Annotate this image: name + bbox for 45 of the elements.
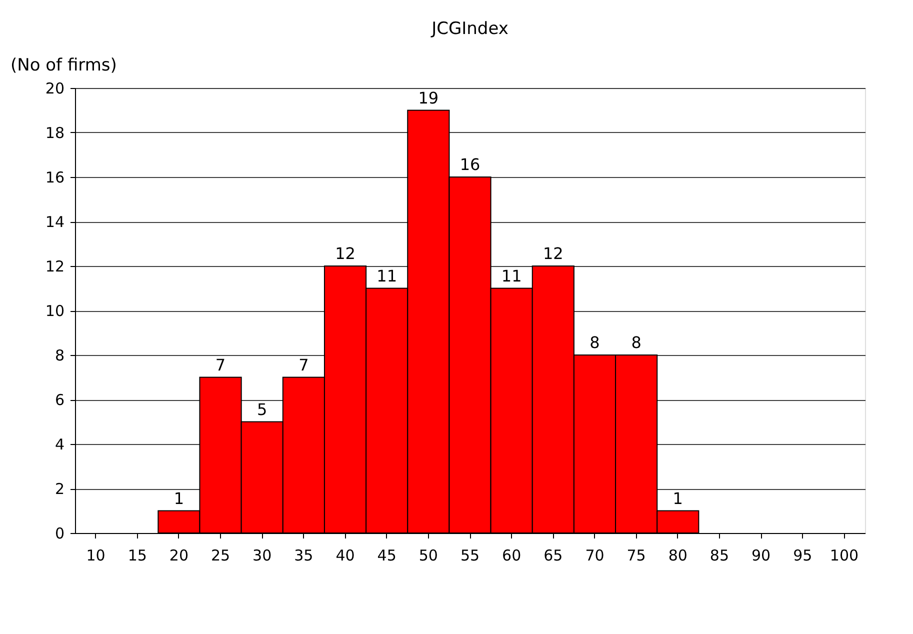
x-tick-label: 100 [830, 546, 859, 564]
y-tick-label: 16 [45, 168, 64, 186]
x-tick-label: 50 [418, 546, 438, 564]
x-tick-label: 70 [585, 546, 604, 564]
y-tick-label: 8 [54, 346, 64, 364]
x-tick-label: 85 [710, 546, 730, 564]
data-label: 1 [174, 488, 184, 508]
data-label: 5 [257, 400, 268, 419]
y-tick-label: 10 [45, 302, 64, 320]
x-tick-label: 20 [169, 546, 188, 564]
x-tick-label: 30 [252, 546, 272, 564]
data-label: 11 [501, 266, 522, 286]
y-axis-title: (No of firms) [10, 56, 117, 76]
y-tick-label: 18 [45, 124, 64, 142]
data-label: 7 [298, 355, 309, 374]
x-tick-label: 65 [544, 546, 563, 564]
x-tick-label: 60 [502, 546, 522, 564]
y-tick-label: 14 [45, 213, 64, 231]
x-tick-label: 95 [793, 546, 812, 564]
x-tick-label: 35 [294, 546, 314, 564]
data-label: 19 [418, 88, 439, 108]
chart-title: JCGIndex [430, 19, 508, 39]
x-tick-label: 10 [86, 546, 106, 564]
y-tick-label: 4 [54, 436, 64, 454]
data-label: 8 [631, 333, 642, 352]
data-label: 16 [460, 155, 480, 174]
x-tick-label: 90 [752, 546, 771, 564]
y-tick-label: 2 [54, 480, 64, 498]
data-label: 7 [215, 355, 226, 374]
x-tick-label: 25 [210, 546, 230, 564]
y-tick-label: 20 [45, 80, 64, 98]
x-tick-label: 40 [336, 546, 355, 564]
x-tick-label: 15 [128, 546, 147, 564]
data-label: 11 [376, 266, 398, 286]
data-label: 12 [542, 244, 564, 263]
x-tick-label: 45 [377, 546, 396, 564]
y-tick-label: 6 [54, 391, 64, 409]
x-tick-label: 55 [460, 546, 480, 564]
x-tick-label: 80 [668, 546, 688, 564]
data-label: 12 [335, 244, 356, 263]
data-label: 1 [672, 488, 683, 508]
data-label: 8 [590, 333, 600, 352]
y-tick-label: 0 [54, 524, 64, 542]
y-tick-label: 12 [45, 258, 64, 276]
x-tick-label: 75 [626, 546, 646, 564]
